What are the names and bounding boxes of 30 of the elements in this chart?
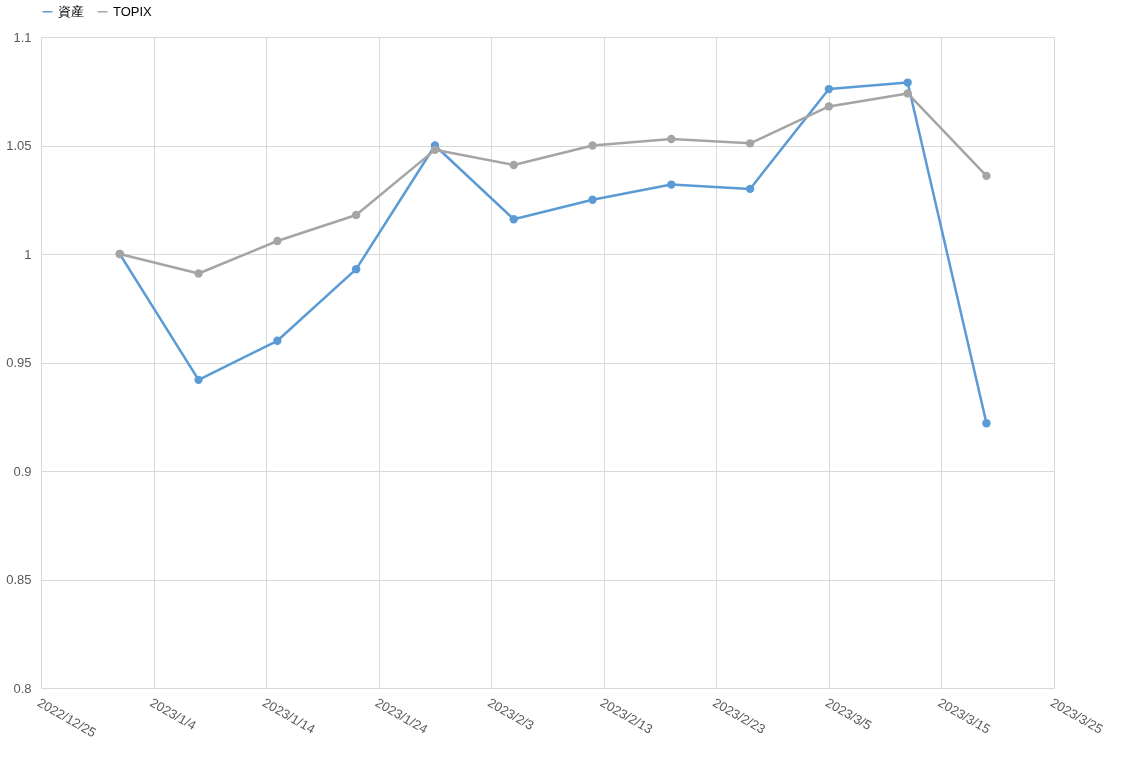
point: [430, 145, 440, 155]
y-tick-label: 1.05: [6, 138, 32, 153]
y-tick-label: 1: [24, 246, 32, 262]
legend-label: 資産: [58, 3, 84, 19]
point: [351, 210, 361, 220]
point: [588, 141, 597, 150]
point: [194, 375, 203, 385]
point: [745, 139, 755, 148]
point: [824, 102, 834, 111]
point: [982, 419, 991, 428]
point: [588, 195, 597, 204]
y-tick-label: 0.8: [13, 680, 32, 696]
point: [509, 160, 518, 170]
point: [273, 336, 282, 345]
y-tick-label: 0.85: [6, 572, 32, 587]
y-tick-label: 0.95: [6, 355, 32, 370]
point: [903, 89, 912, 98]
point: [745, 184, 755, 194]
point: [194, 269, 203, 278]
point: [667, 180, 676, 189]
point: [667, 134, 676, 144]
legend-label: TOPIX: [113, 3, 153, 19]
point: [509, 215, 518, 224]
y-tick-label: 1.1: [13, 29, 32, 45]
point: [351, 265, 361, 274]
y-tick-label: 0.9: [13, 463, 32, 479]
point: [903, 78, 912, 87]
point: [273, 236, 282, 246]
point: [982, 171, 991, 181]
point: [824, 84, 834, 94]
